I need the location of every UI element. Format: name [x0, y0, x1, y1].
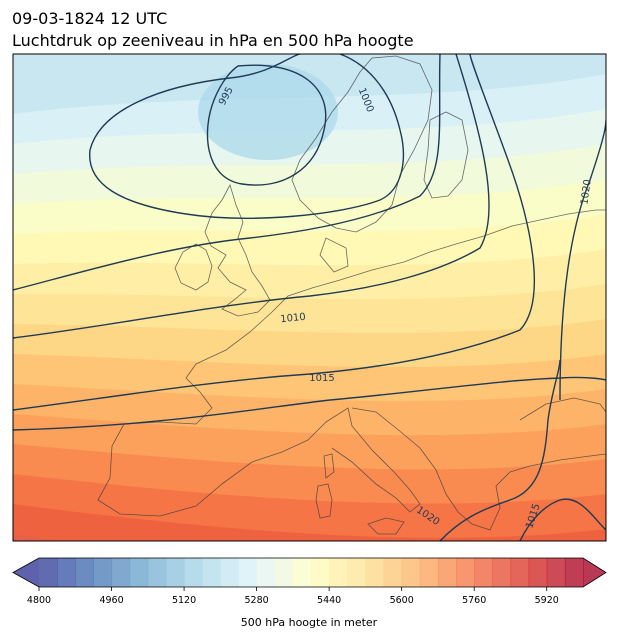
coastline-finland [423, 111, 469, 199]
coastline-sicily [367, 517, 405, 535]
chart-title: Luchtdruk op zeeniveau in hPa en 500 hPa… [12, 31, 414, 50]
colorbar-bin [256, 558, 276, 587]
colorbar-bin [474, 558, 493, 587]
colorbar-bin [365, 558, 385, 587]
colorbar-bin [311, 558, 330, 587]
colorbar-bin [57, 558, 76, 587]
coastline-ireland [174, 243, 213, 291]
coastlines [97, 55, 606, 535]
colorbar-bin [111, 558, 131, 587]
colorbar-bin [202, 558, 221, 587]
map-frame [12, 53, 607, 542]
colorbar-tick-label: 5120 [172, 595, 196, 606]
colorbar-bin [274, 558, 294, 587]
colorbar-bin [129, 558, 149, 587]
isobar-995 [206, 64, 327, 186]
colorbar-bin [456, 558, 475, 587]
colorbar-bin [528, 558, 548, 587]
height-low-core [198, 64, 338, 160]
colorbar-tick-label: 5920 [535, 595, 559, 606]
colorbar-bin [329, 558, 348, 587]
isobar-1015 [13, 54, 536, 411]
coastline-balkans [351, 407, 606, 531]
isobar-label-1010: 1010 [280, 312, 306, 326]
coastline-denmark [319, 237, 349, 273]
colorbar-bin [510, 558, 530, 587]
colorbar-tick-label: 4960 [99, 595, 123, 606]
colorbar-bin [147, 558, 167, 587]
colorbar-bin [564, 558, 584, 587]
isobar-1020 [559, 119, 606, 401]
isobar-1015 [439, 359, 561, 541]
colorbar-bin [401, 558, 421, 587]
colorbar-extend-high [583, 558, 606, 587]
isobar-1000 [89, 54, 405, 219]
colorbar-bin [383, 558, 403, 587]
colorbar-bin [93, 558, 113, 587]
colorbar-tick-label: 5440 [317, 595, 341, 606]
coastline-italy [307, 407, 421, 513]
coastline-corsica [323, 453, 335, 479]
colorbar-bin [165, 558, 185, 587]
colorbar-bin [292, 558, 312, 587]
isobar-1015 [519, 498, 606, 541]
colorbar-tick-label: 5760 [462, 595, 486, 606]
coastline-france-iberia [97, 311, 309, 517]
colorbar-bin [492, 558, 512, 587]
colorbar-bin [347, 558, 366, 587]
isobar-label-1015: 1015 [309, 373, 334, 384]
colorbar-bin [546, 558, 566, 587]
colorbar-label: 500 hPa hoogte in meter [241, 616, 378, 629]
colorbar-bin [419, 558, 439, 587]
coastline-blacksea [519, 397, 606, 421]
coastline-sardinia [315, 483, 333, 519]
isobars [13, 54, 606, 541]
colorbar-bin [184, 558, 203, 587]
colorbar: 4800 4960 5120 5280 5440 5600 5760 5920 [12, 557, 607, 606]
height-field [13, 54, 606, 541]
isobar-1020 [13, 376, 606, 431]
colorbar-bin [437, 558, 457, 587]
coastline-continent [271, 209, 606, 313]
colorbar-bin [238, 558, 258, 587]
colorbar-extend-low [13, 558, 39, 587]
colorbar-bin [75, 558, 94, 587]
coastline-scandinavia [291, 55, 433, 233]
colorbar-bin [220, 558, 240, 587]
colorbar-tick-label: 5280 [245, 595, 269, 606]
isobar-1010 [13, 54, 490, 339]
chart-datetime: 09-03-1824 12 UTC [12, 9, 168, 28]
isobar-label-1020: 1020 [579, 179, 593, 206]
coastline-britain [204, 183, 271, 317]
colorbar-tick-label: 4800 [27, 595, 51, 606]
colorbar-bin [39, 558, 58, 587]
colorbar-tick-label: 5600 [390, 595, 414, 606]
isobar-1005 [13, 54, 441, 291]
